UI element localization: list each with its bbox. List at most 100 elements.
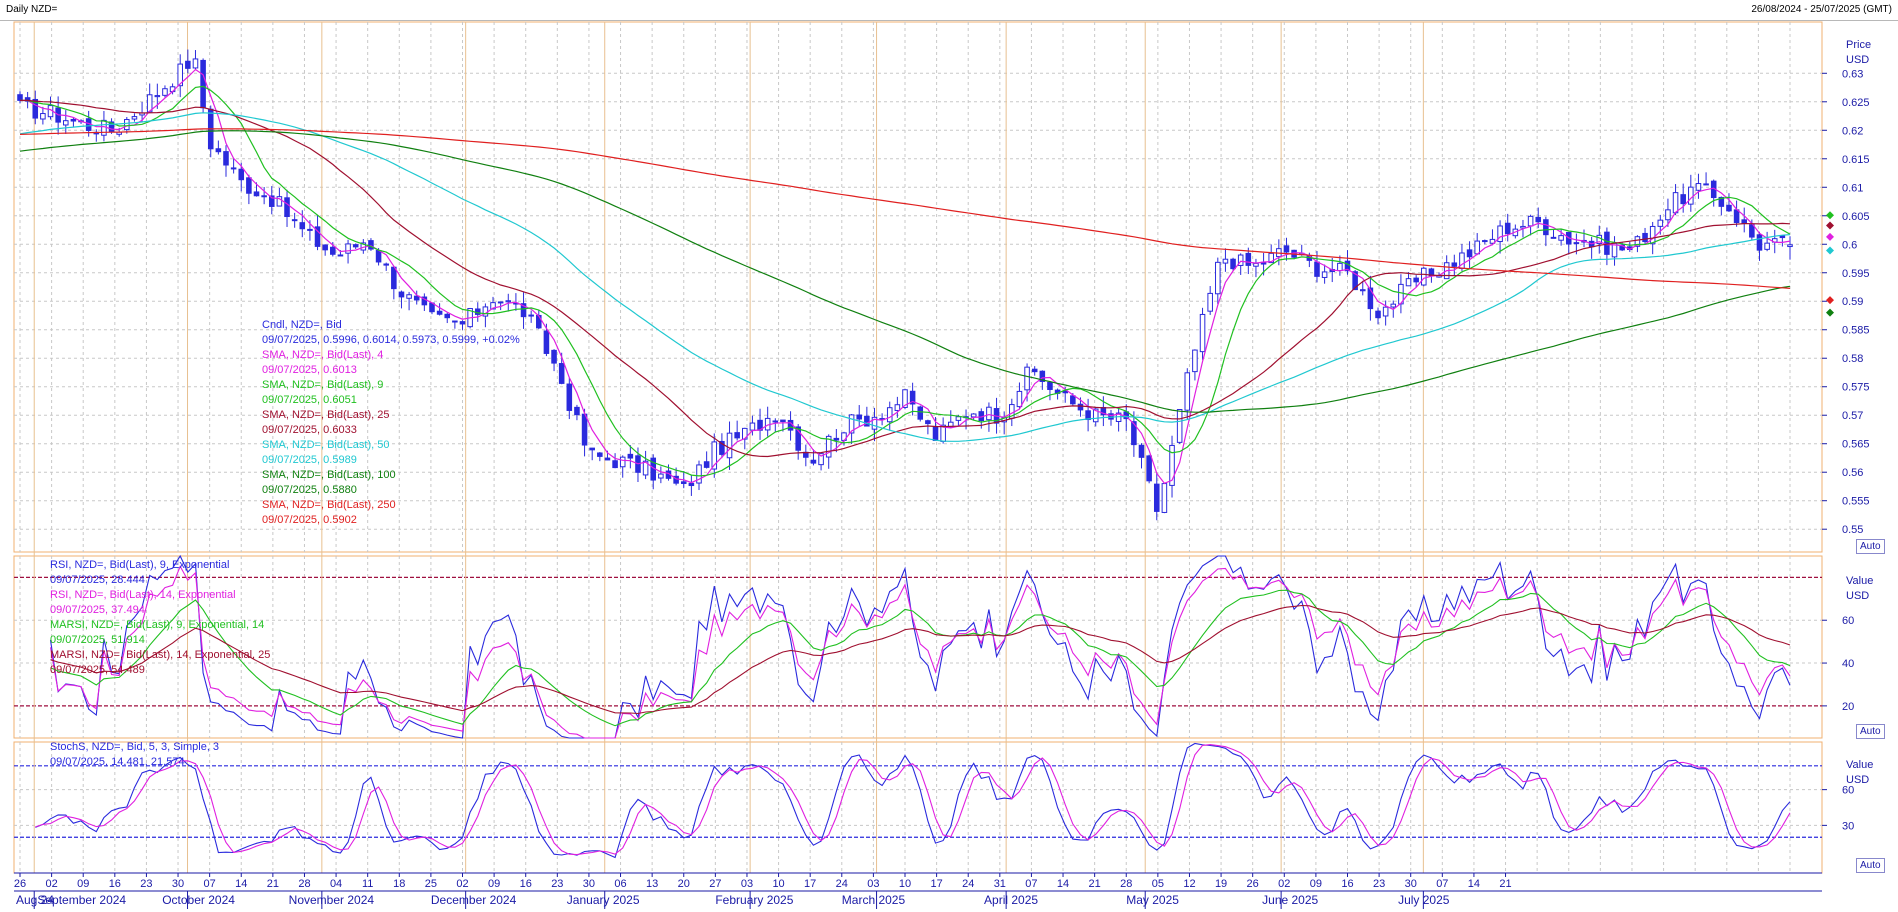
candle-body xyxy=(1787,244,1793,248)
candle-body xyxy=(246,177,252,194)
candle-body xyxy=(1474,240,1480,255)
chart-header: Daily NZD= 26/08/2024 - 25/07/2025 (GMT) xyxy=(0,0,1898,21)
candle-body xyxy=(413,295,420,301)
candle-body xyxy=(925,420,931,425)
legend-line: 09/07/2025, 28.444 xyxy=(50,574,145,586)
candle-body xyxy=(185,60,191,69)
sma-250-line xyxy=(19,128,1791,289)
price-auto-button[interactable]: Auto xyxy=(1856,539,1885,554)
candle-body xyxy=(551,349,557,364)
candle-body xyxy=(1657,219,1664,227)
candle-body xyxy=(1131,421,1137,446)
legend-line: SMA, NZD=, Bid(Last), 250 xyxy=(262,499,396,511)
candle-body xyxy=(223,151,229,166)
price-tick-label: 0.565 xyxy=(1842,439,1870,451)
candle-body xyxy=(1482,240,1488,243)
sma-100-line xyxy=(19,130,1791,413)
candle-body xyxy=(1176,409,1183,443)
candle-body xyxy=(1314,261,1320,277)
candle-body xyxy=(848,414,855,434)
candle-body xyxy=(1634,236,1641,247)
day-tick-label: 20 xyxy=(678,878,690,890)
candle-body xyxy=(1390,303,1397,308)
candle-body xyxy=(32,98,39,119)
candle-body xyxy=(1718,196,1725,207)
price-value-marker xyxy=(1826,308,1834,317)
legend-line: 09/07/2025, 0.5880 xyxy=(262,484,357,496)
candle-body xyxy=(810,459,817,464)
candle-body xyxy=(1245,252,1252,266)
candle-body xyxy=(131,116,138,120)
candle-body xyxy=(932,426,939,442)
candle-body xyxy=(276,196,283,207)
day-tick-label: 26 xyxy=(14,878,26,890)
candle-body xyxy=(528,314,534,317)
candle-body xyxy=(627,453,634,459)
candle-body xyxy=(1153,483,1160,512)
candle-body xyxy=(1733,209,1740,224)
candle-body xyxy=(1146,455,1152,482)
candle-body xyxy=(1016,390,1023,408)
rsi-axis-title-line1: Value xyxy=(1846,575,1874,587)
stoch-axis-title: Value USD xyxy=(1846,758,1873,788)
price-tick-label: 0.61 xyxy=(1842,182,1863,194)
candle-body xyxy=(368,240,374,250)
candle-body xyxy=(734,432,740,439)
price-tick-label: 0.59 xyxy=(1842,296,1863,308)
legend-line: 09/07/2025, 14.481, 21.574 xyxy=(50,756,185,768)
day-tick-label: 17 xyxy=(930,878,942,890)
price-value-marker xyxy=(1826,211,1834,220)
candle-body xyxy=(1352,271,1358,291)
candle-body xyxy=(909,390,916,405)
candle-body xyxy=(818,453,824,466)
month-label: June 2025 xyxy=(1262,893,1318,907)
candle-body xyxy=(1375,310,1381,319)
candle-body xyxy=(406,294,412,299)
candle-body xyxy=(1283,245,1290,253)
chart-title: Daily NZD= xyxy=(6,4,58,15)
legend-line: RSI, NZD=, Bid(Last), 14, Exponential xyxy=(50,589,236,601)
month-label: July 2025 xyxy=(1398,893,1450,907)
candle-body xyxy=(1169,444,1175,486)
day-tick-label: 24 xyxy=(836,878,848,890)
candle-body xyxy=(1062,390,1068,394)
candle-body xyxy=(62,120,69,126)
day-tick-label: 14 xyxy=(1057,878,1069,890)
legend-line: 09/07/2025, 0.6033 xyxy=(262,424,357,436)
price-axis-title-line1: Price xyxy=(1846,39,1872,51)
stoch-d-line xyxy=(35,744,1791,856)
day-tick-label: 30 xyxy=(583,878,595,890)
day-tick-label: 16 xyxy=(109,878,121,890)
price-tick-label: 0.625 xyxy=(1842,97,1870,109)
day-tick-label: 10 xyxy=(899,878,911,890)
candle-body xyxy=(1359,289,1366,292)
stoch-k-line xyxy=(35,742,1791,859)
candle-body xyxy=(772,420,779,423)
candle-body xyxy=(1405,278,1412,287)
stoch-auto-button[interactable]: Auto xyxy=(1856,858,1885,873)
stoch-axis-title-line2: USD xyxy=(1846,774,1870,786)
candle-body xyxy=(1504,222,1511,235)
day-tick-label: 04 xyxy=(330,878,342,890)
stoch-panel-plot xyxy=(35,742,1791,859)
candle-body xyxy=(291,219,298,222)
candle-body xyxy=(864,415,870,427)
day-tick-label: 02 xyxy=(456,878,468,890)
candle-body xyxy=(322,244,328,251)
candle-body xyxy=(497,301,504,304)
price-tick-label: 0.6 xyxy=(1842,239,1857,251)
legend-line: 09/07/2025, 51.914 xyxy=(50,634,145,646)
day-tick-label: 30 xyxy=(172,878,184,890)
price-tick-label: 0.595 xyxy=(1842,268,1870,280)
sma-50-line xyxy=(19,112,1791,442)
legend-line: Cndl, NZD=, Bid xyxy=(262,319,342,331)
candle-body xyxy=(902,389,908,408)
candle-body xyxy=(154,95,161,98)
day-tick-label: 09 xyxy=(1310,878,1322,890)
rsi-auto-button[interactable]: Auto xyxy=(1856,724,1885,739)
candle-body xyxy=(1741,219,1748,224)
candle-body xyxy=(268,195,275,207)
candle-body xyxy=(1703,183,1709,186)
candle-body xyxy=(452,320,458,323)
